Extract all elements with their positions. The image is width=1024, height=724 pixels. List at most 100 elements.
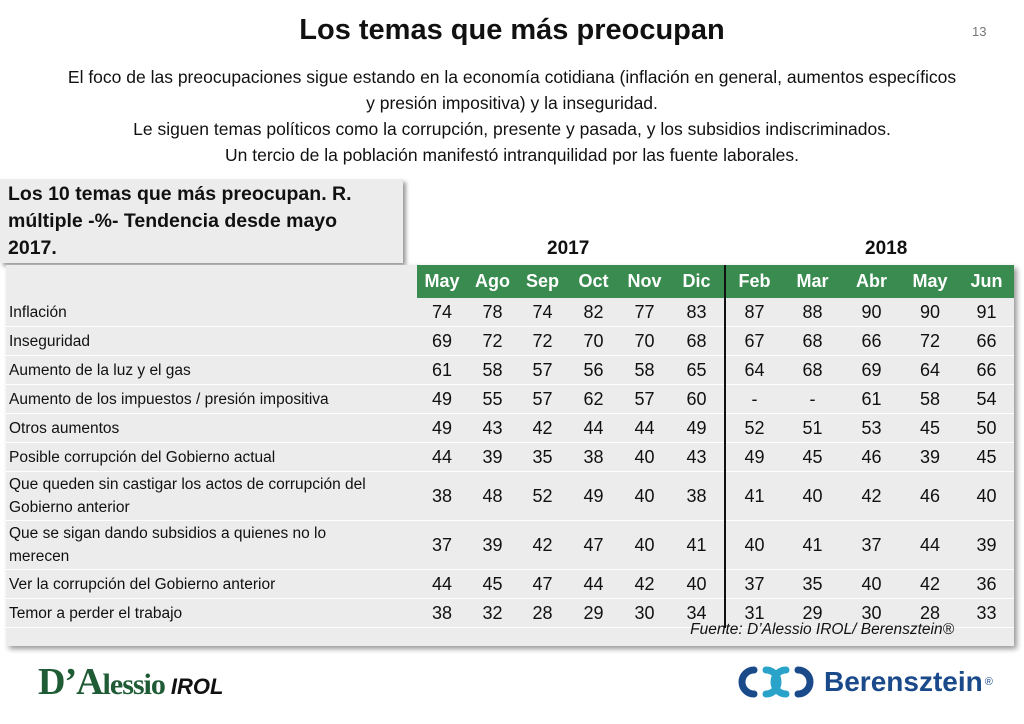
- value-cell: 64: [901, 355, 959, 385]
- value-cell: 72: [518, 326, 567, 356]
- value-cell: 60: [669, 384, 726, 414]
- value-cell: 66: [959, 326, 1014, 356]
- row-label: Inflación: [6, 298, 417, 327]
- value-cell: 61: [417, 355, 467, 385]
- value-cell: 45: [783, 442, 842, 472]
- row-label-line: Aumento de los impuestos / presión impos…: [9, 390, 329, 408]
- row-label: Aumento de la luz y el gas: [6, 355, 417, 385]
- dalessio-rest: lessio: [102, 668, 166, 701]
- value-cell: 47: [567, 520, 620, 570]
- value-cell: 28: [518, 598, 567, 628]
- table-row: Aumento de la luz y el gas 61 58 57 56 58 65 64…: [6, 355, 1014, 385]
- row-label-line: Ver la corrupción del Gobierno anterior: [9, 575, 276, 593]
- value-cell: 41: [783, 520, 842, 570]
- value-cell: 43: [669, 442, 726, 472]
- value-cell: 62: [567, 384, 620, 414]
- value-cell: 50: [959, 413, 1014, 443]
- value-cell: 41: [669, 520, 726, 570]
- row-label-line: Inflación: [9, 303, 67, 321]
- dalessio-initials: D’A: [38, 661, 104, 703]
- value-cell: 39: [467, 442, 518, 472]
- value-cell: 40: [620, 442, 669, 472]
- row-label: Posible corrupción del Gobierno actual: [6, 442, 417, 472]
- row-label: Inseguridad: [6, 326, 417, 356]
- value-cell: 29: [567, 598, 620, 628]
- row-label-line: Gobierno anterior: [9, 499, 130, 516]
- berensztein-mark-icon: [738, 666, 814, 698]
- row-label: Otros aumentos: [6, 413, 417, 443]
- table-row: Temor a perder el trabajo 38 32 28 29 30 34 31 2…: [6, 598, 1014, 628]
- value-cell: 37: [417, 520, 467, 570]
- month-header: Ago: [467, 265, 518, 298]
- value-cell: 68: [783, 355, 842, 385]
- value-cell: 40: [620, 471, 669, 521]
- value-cell: 44: [567, 413, 620, 443]
- row-label-line: Que se sigan dando subsidios a quienes n…: [9, 525, 327, 542]
- value-cell: 47: [518, 569, 567, 599]
- value-cell: 43: [467, 413, 518, 443]
- value-cell: 74: [518, 298, 567, 327]
- value-cell: 46: [842, 442, 901, 472]
- subtitle-line: 2017.: [8, 237, 57, 259]
- value-cell: 90: [901, 298, 959, 327]
- table-row: Ver la corrupción del Gobierno anterior 4…: [6, 569, 1014, 599]
- value-cell: 67: [725, 326, 783, 356]
- table-row: Inflación 74 78 74 82 77 83 87 88 90 90 91: [6, 298, 1014, 327]
- value-cell: 40: [842, 569, 901, 599]
- intro-line: y presión impositiva) y la inseguridad.: [366, 93, 658, 113]
- value-cell: 77: [620, 298, 669, 327]
- value-cell: 45: [467, 569, 518, 599]
- value-cell: 65: [669, 355, 726, 385]
- value-cell: 70: [620, 326, 669, 356]
- value-cell: 29: [783, 598, 842, 628]
- value-cell: 91: [959, 298, 1014, 327]
- value-cell: 74: [417, 298, 467, 327]
- month-header: Nov: [620, 265, 669, 298]
- row-label-line: Que queden sin castigar los actos de cor…: [9, 476, 366, 493]
- value-cell: 44: [417, 569, 467, 599]
- value-cell: 82: [567, 298, 620, 327]
- value-cell: 88: [783, 298, 842, 327]
- value-cell: 49: [725, 442, 783, 472]
- value-cell: 57: [518, 384, 567, 414]
- value-cell: 33: [959, 598, 1014, 628]
- intro-line: Le siguen temas políticos como la corrup…: [133, 119, 891, 139]
- month-header: Feb: [725, 265, 783, 298]
- value-cell: 42: [518, 413, 567, 443]
- value-cell: 58: [901, 384, 959, 414]
- value-cell: 40: [959, 471, 1014, 521]
- row-label-line: Posible corrupción del Gobierno actual: [9, 448, 276, 466]
- value-cell: 72: [467, 326, 518, 356]
- row-label-line: Aumento de la luz y el gas: [9, 361, 191, 379]
- value-cell: 52: [518, 471, 567, 521]
- value-cell: 36: [959, 569, 1014, 599]
- value-cell: 40: [783, 471, 842, 521]
- subtitle-line: múltiple -%- Tendencia desde mayo: [8, 210, 338, 232]
- value-cell: 30: [620, 598, 669, 628]
- intro-line: El foco de las preocupaciones sigue esta…: [67, 67, 957, 87]
- month-header-row: May Ago Sep Oct Nov Dic Feb Mar Abr May …: [6, 265, 1014, 298]
- page-number: 13: [972, 24, 987, 39]
- table-row: Que se sigan dando subsidios a quienes n…: [6, 520, 1014, 570]
- year-label-2018: 2018: [865, 238, 908, 259]
- table-subtitle: Los 10 temas que más preocupan. R. múlti…: [0, 179, 403, 263]
- value-cell: 58: [467, 355, 518, 385]
- source-note: Fuente: D’Alessio IROL/ Berensztein®: [690, 621, 954, 638]
- value-cell: 28: [901, 598, 959, 628]
- year-label-2017: 2017: [547, 238, 590, 259]
- value-cell: 45: [959, 442, 1014, 472]
- value-cell: 39: [467, 520, 518, 570]
- value-cell: 44: [620, 413, 669, 443]
- value-cell: 38: [669, 471, 726, 521]
- value-cell: 49: [669, 413, 726, 443]
- value-cell: 58: [620, 355, 669, 385]
- row-label-line: merecen: [9, 548, 70, 565]
- value-cell: 34: [669, 598, 726, 628]
- value-cell: 83: [669, 298, 726, 327]
- value-cell: 42: [620, 569, 669, 599]
- berensztein-logo: Berensztein ®: [736, 662, 993, 702]
- table-row: Que queden sin castigar los actos de cor…: [6, 471, 1014, 521]
- value-cell: 40: [669, 569, 726, 599]
- berensztein-wordmark: Berensztein: [824, 666, 983, 697]
- month-header: Sep: [518, 265, 567, 298]
